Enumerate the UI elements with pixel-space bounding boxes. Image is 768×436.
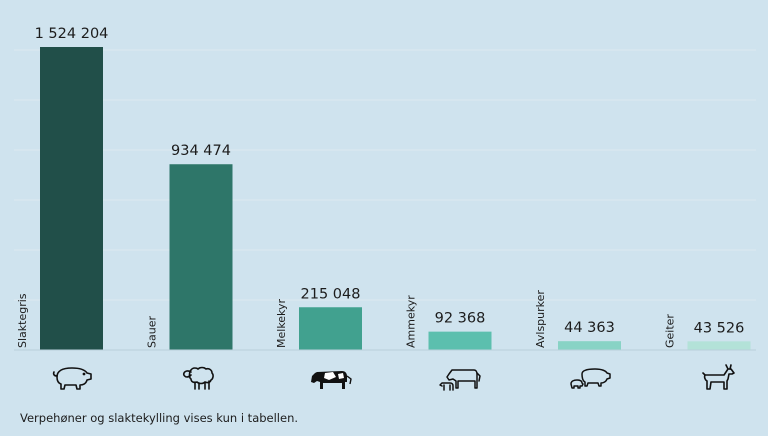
- data-label: 43 526: [694, 320, 745, 336]
- data-label: 44 363: [564, 320, 615, 336]
- cow-with-calf-icon: [438, 362, 482, 392]
- bar-slaktegris: [40, 47, 103, 350]
- bar-melkekyr: [299, 307, 362, 350]
- bar-sauer: [169, 164, 233, 350]
- sow-with-piglets-icon: [568, 362, 612, 392]
- bar-geiter: [687, 341, 751, 350]
- grid-lines: [14, 49, 756, 351]
- dairy-cow-icon: [309, 362, 353, 392]
- data-label: 215 048: [301, 286, 361, 302]
- category-label: Geiter: [664, 314, 677, 348]
- pig-icon: [50, 362, 94, 392]
- bar-avlspurker: [558, 341, 621, 350]
- category-label: Slaktegris: [16, 293, 29, 348]
- data-label: 92 368: [435, 311, 486, 327]
- data-label: 934 474: [171, 143, 231, 159]
- category-label: Ammekyr: [405, 295, 418, 348]
- category-label: Avlspurker: [534, 290, 547, 348]
- category-label: Melkekyr: [275, 298, 288, 348]
- bars: 1 524 204 Slaktegris 934 474 Sauer 215 048 Me…: [16, 26, 751, 350]
- category-label: Sauer: [146, 316, 159, 348]
- footnote: Verpehøner og slaktekylling vises kun i …: [20, 411, 299, 425]
- sheep-icon: [179, 362, 223, 392]
- data-label: 1 524 204: [35, 26, 109, 42]
- goat-icon: [697, 362, 741, 392]
- bar-ammekyr: [428, 331, 492, 350]
